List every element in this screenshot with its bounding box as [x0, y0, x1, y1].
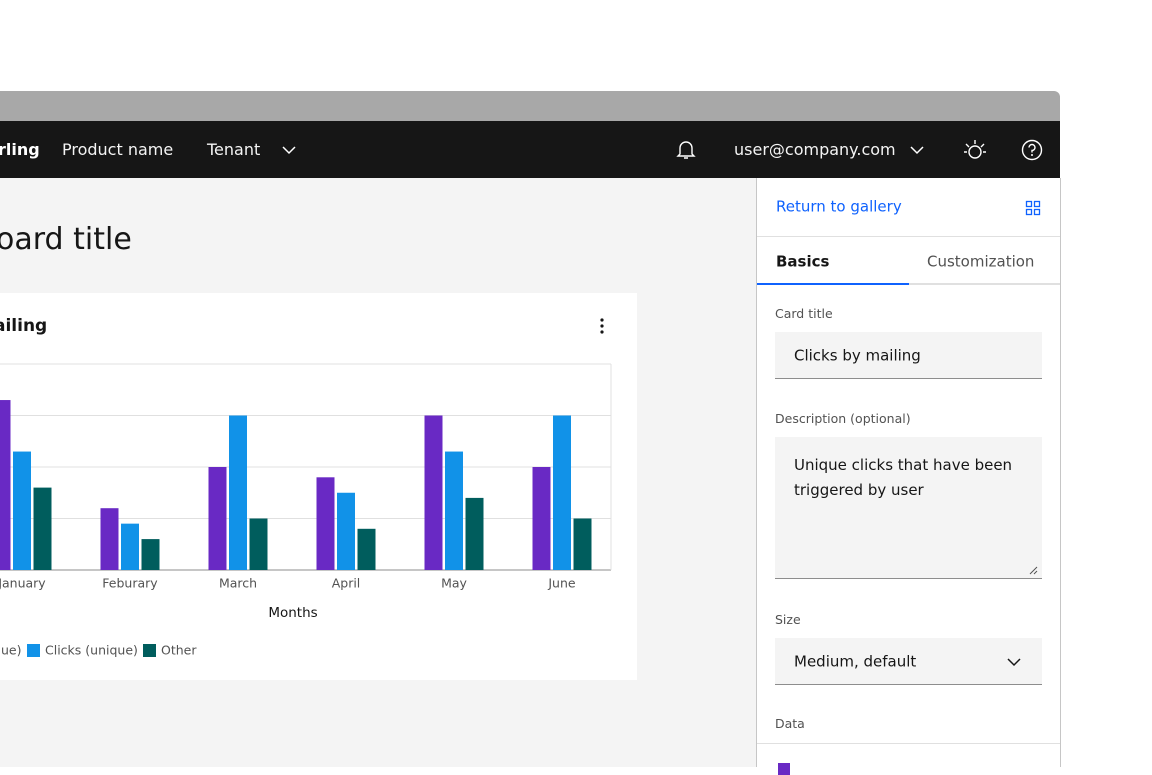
bar: [249, 518, 268, 570]
brand[interactable]: rling: [0, 140, 40, 159]
user-email[interactable]: user@company.com: [734, 140, 896, 159]
bar: [573, 518, 592, 570]
bar: [0, 400, 11, 570]
bar: [465, 497, 484, 570]
gallery-icon[interactable]: [1025, 200, 1041, 216]
notification-icon[interactable]: [676, 139, 696, 161]
select[interactable]: Medium, default: [775, 638, 1042, 685]
legend-label: Other: [161, 643, 197, 658]
bar: [445, 451, 463, 570]
return-link[interactable]: Return to gallery: [776, 197, 902, 216]
window-bar: [0, 91, 1060, 121]
top-nav: rling Product name Tenant user@company.c…: [0, 121, 1060, 178]
bar: [553, 415, 571, 570]
textarea-value: Unique clicks that have been triggered b…: [794, 456, 1013, 499]
tab[interactable]: Customization: [927, 252, 1035, 271]
x-tick-label: April: [332, 576, 361, 591]
field-label: Description (optional): [775, 410, 911, 426]
tenant[interactable]: Tenant: [207, 140, 261, 159]
field-label: Card title: [775, 305, 833, 321]
legend-swatch: [143, 644, 156, 657]
chart: ailing January Feburary March April May June M…: [0, 316, 612, 658]
field-label: Data: [775, 715, 805, 731]
bar: [208, 467, 227, 570]
bar: [229, 415, 247, 570]
bar: [100, 508, 119, 570]
product-name[interactable]: Product name: [62, 140, 174, 159]
card: ailing January Feburary March April May June M…: [0, 293, 637, 680]
bar: [424, 415, 443, 570]
bar: [337, 492, 355, 570]
divider: [757, 236, 1060, 237]
chevron[interactable]: [282, 143, 296, 157]
page-title: oard title: [0, 222, 132, 257]
bar: [13, 451, 31, 570]
x-tick-label: March: [219, 576, 257, 591]
bar: [357, 528, 376, 570]
x-tick-label: Feburary: [102, 576, 158, 591]
legend-label: ue): [1, 643, 22, 658]
bar: [532, 467, 551, 570]
input-value: Clicks by mailing: [794, 346, 921, 365]
data-item-swatch: [778, 763, 790, 775]
resize-handle[interactable]: [1029, 566, 1038, 575]
card-title: ailing: [0, 316, 47, 336]
x-tick-label: May: [441, 576, 467, 591]
chevron[interactable]: [910, 143, 924, 157]
text-area[interactable]: Unique clicks that have been triggered b…: [775, 437, 1042, 579]
bar: [316, 477, 335, 570]
bar: [141, 539, 160, 570]
side-panel: Return to gallery Basics Customization C…: [756, 178, 1061, 775]
x-tick-label: January: [0, 576, 46, 591]
x-tick-label: June: [547, 576, 576, 591]
field-label: Size: [775, 611, 801, 627]
tab-active[interactable]: Basics: [776, 252, 830, 271]
divider: [757, 743, 1060, 744]
legend-swatch: [27, 644, 40, 657]
select-value: Medium, default: [794, 652, 917, 671]
bar: [121, 523, 139, 570]
chevron: [1007, 658, 1021, 667]
overflow-menu[interactable]: [600, 318, 604, 334]
help-icon[interactable]: [1021, 139, 1043, 161]
idea-icon[interactable]: [963, 138, 987, 162]
legend-label: Clicks (unique): [45, 643, 138, 658]
bar: [33, 487, 52, 570]
x-axis-title: Months: [268, 605, 317, 621]
tab-indicator: [757, 283, 909, 285]
text-input[interactable]: Clicks by mailing: [775, 332, 1042, 379]
